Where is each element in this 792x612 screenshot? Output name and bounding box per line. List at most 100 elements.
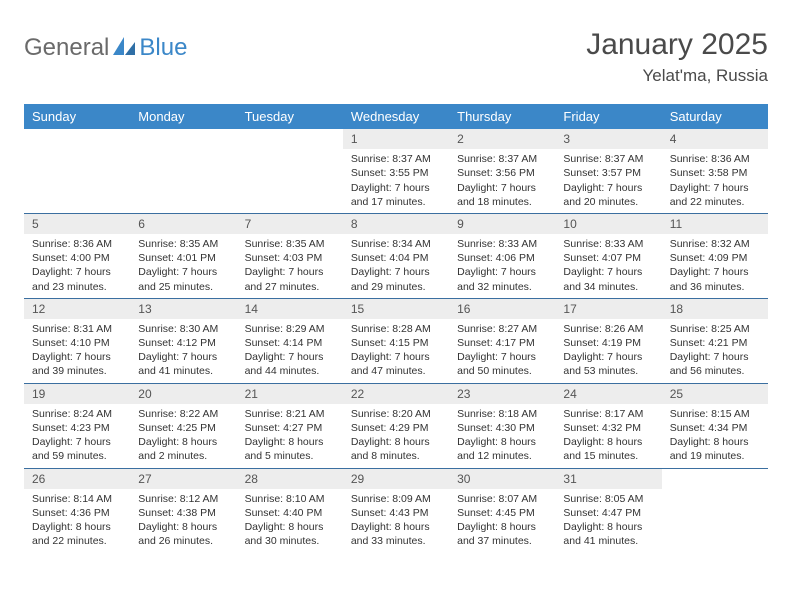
sunrise-text: Sunrise: 8:31 AM	[32, 322, 122, 336]
day-number-cell: 31	[555, 468, 661, 489]
daylight-text-2: and 2 minutes.	[138, 449, 228, 463]
day-content-cell: Sunrise: 8:21 AMSunset: 4:27 PMDaylight:…	[237, 404, 343, 468]
day-content-cell: Sunrise: 8:24 AMSunset: 4:23 PMDaylight:…	[24, 404, 130, 468]
title-block: January 2025 Yelat'ma, Russia	[586, 28, 768, 86]
sunrise-text: Sunrise: 8:10 AM	[245, 492, 335, 506]
day-number-cell: 19	[24, 383, 130, 404]
day-number-cell: 15	[343, 298, 449, 319]
calendar-body: 1234 Sunrise: 8:37 AM Sunset: 3:55 PM Dayli…	[24, 129, 768, 552]
day-content-cell: Sunrise: 8:09 AMSunset: 4:43 PMDaylight:…	[343, 489, 449, 553]
day-content-cell: Sunrise: 8:07 AMSunset: 4:45 PMDaylight:…	[449, 489, 555, 553]
day-content-cell: Sunrise: 8:33 AMSunset: 4:07 PMDaylight:…	[555, 234, 661, 298]
day-number-cell: 1	[343, 129, 449, 149]
day-number-row: 1234	[24, 129, 768, 149]
daylight-text-2: and 50 minutes.	[457, 364, 547, 378]
daylight-text-1: Daylight: 7 hours	[32, 435, 122, 449]
month-title: January 2025	[586, 28, 768, 62]
day-number-cell: 26	[24, 468, 130, 489]
day-content-cell: Sunrise: 8:14 AMSunset: 4:36 PMDaylight:…	[24, 489, 130, 553]
sunrise-text: Sunrise: 8:21 AM	[245, 407, 335, 421]
day-header-row: Sunday Monday Tuesday Wednesday Thursday…	[24, 104, 768, 129]
sunset-text: Sunset: 4:03 PM	[245, 251, 335, 265]
sunset-text: Sunset: 3:55 PM	[351, 166, 441, 180]
daylight-text-1: Daylight: 7 hours	[670, 350, 760, 364]
day-number-cell	[662, 468, 768, 489]
daylight-text-1: Daylight: 7 hours	[563, 181, 653, 195]
daylight-text-2: and 20 minutes.	[563, 195, 653, 209]
day-number-cell: 14	[237, 298, 343, 319]
day-number-cell: 23	[449, 383, 555, 404]
sunset-text: Sunset: 4:12 PM	[138, 336, 228, 350]
daylight-text-1: Daylight: 7 hours	[32, 350, 122, 364]
day-number-cell: 29	[343, 468, 449, 489]
day-content-row: Sunrise: 8:24 AMSunset: 4:23 PMDaylight:…	[24, 404, 768, 468]
day-content-row: Sunrise: 8:36 AMSunset: 4:00 PMDaylight:…	[24, 234, 768, 298]
daylight-text-2: and 23 minutes.	[32, 280, 122, 294]
sunrise-text: Sunrise: 8:09 AM	[351, 492, 441, 506]
sunrise-text: Sunrise: 8:30 AM	[138, 322, 228, 336]
sunset-text: Sunset: 4:43 PM	[351, 506, 441, 520]
day-number-cell: 3	[555, 129, 661, 149]
daylight-text-1: Daylight: 8 hours	[245, 520, 335, 534]
sunrise-text: Sunrise: 8:35 AM	[245, 237, 335, 251]
sunrise-text: Sunrise: 8:15 AM	[670, 407, 760, 421]
daylight-text-1: Daylight: 8 hours	[245, 435, 335, 449]
day-content-row: Sunrise: 8:14 AMSunset: 4:36 PMDaylight:…	[24, 489, 768, 553]
daylight-text-2: and 59 minutes.	[32, 449, 122, 463]
daylight-text-2: and 44 minutes.	[245, 364, 335, 378]
day-header: Sunday	[24, 104, 130, 129]
daylight-text-1: Daylight: 8 hours	[457, 520, 547, 534]
day-number-cell	[130, 129, 236, 149]
day-content-cell	[24, 149, 130, 213]
sunrise-text: Sunrise: 8:34 AM	[351, 237, 441, 251]
sunrise-text: Sunrise: 8:12 AM	[138, 492, 228, 506]
day-number-cell: 9	[449, 213, 555, 234]
sunset-text: Sunset: 4:19 PM	[563, 336, 653, 350]
sunrise-text: Sunrise: 8:17 AM	[563, 407, 653, 421]
sunrise-text: Sunrise: 8:25 AM	[670, 322, 760, 336]
day-content-cell: Sunrise: 8:32 AMSunset: 4:09 PMDaylight:…	[662, 234, 768, 298]
day-number-cell: 25	[662, 383, 768, 404]
day-number-cell: 24	[555, 383, 661, 404]
day-content-row: Sunrise: 8:31 AMSunset: 4:10 PMDaylight:…	[24, 319, 768, 383]
sunset-text: Sunset: 3:58 PM	[670, 166, 760, 180]
daylight-text-1: Daylight: 8 hours	[351, 520, 441, 534]
day-content-cell: Sunrise: 8:30 AMSunset: 4:12 PMDaylight:…	[130, 319, 236, 383]
sunset-text: Sunset: 4:07 PM	[563, 251, 653, 265]
day-number-row: 262728293031	[24, 468, 768, 489]
day-number-cell: 10	[555, 213, 661, 234]
location: Yelat'ma, Russia	[586, 66, 768, 86]
sunset-text: Sunset: 4:14 PM	[245, 336, 335, 350]
day-content-cell: Sunrise: 8:05 AMSunset: 4:47 PMDaylight:…	[555, 489, 661, 553]
daylight-text-2: and 53 minutes.	[563, 364, 653, 378]
daylight-text-2: and 29 minutes.	[351, 280, 441, 294]
day-number-cell: 20	[130, 383, 236, 404]
daylight-text-2: and 32 minutes.	[457, 280, 547, 294]
daylight-text-1: Daylight: 8 hours	[138, 435, 228, 449]
logo: General Blue	[24, 28, 187, 62]
day-number-row: 567891011	[24, 213, 768, 234]
daylight-text-2: and 27 minutes.	[245, 280, 335, 294]
day-content-cell: Sunrise: 8:27 AMSunset: 4:17 PMDaylight:…	[449, 319, 555, 383]
sunrise-text: Sunrise: 8:37 AM	[563, 152, 653, 166]
day-content-cell: Sunrise: 8:15 AMSunset: 4:34 PMDaylight:…	[662, 404, 768, 468]
daylight-text-1: Daylight: 7 hours	[245, 265, 335, 279]
sunset-text: Sunset: 4:04 PM	[351, 251, 441, 265]
day-number-cell: 21	[237, 383, 343, 404]
day-header: Monday	[130, 104, 236, 129]
sunset-text: Sunset: 4:30 PM	[457, 421, 547, 435]
daylight-text-1: Daylight: 7 hours	[670, 181, 760, 195]
day-content-cell: Sunrise: 8:26 AMSunset: 4:19 PMDaylight:…	[555, 319, 661, 383]
logo-text-blue: Blue	[139, 34, 187, 62]
sunrise-text: Sunrise: 8:29 AM	[245, 322, 335, 336]
day-number-cell: 28	[237, 468, 343, 489]
sunrise-text: Sunrise: 8:18 AM	[457, 407, 547, 421]
daylight-text-1: Daylight: 7 hours	[351, 265, 441, 279]
sunset-text: Sunset: 4:36 PM	[32, 506, 122, 520]
sunrise-text: Sunrise: 8:32 AM	[670, 237, 760, 251]
sunrise-text: Sunrise: 8:37 AM	[457, 152, 547, 166]
sunset-text: Sunset: 4:17 PM	[457, 336, 547, 350]
daylight-text-1: Daylight: 8 hours	[32, 520, 122, 534]
day-content-cell	[130, 149, 236, 213]
day-content-cell: Sunrise: 8:28 AMSunset: 4:15 PMDaylight:…	[343, 319, 449, 383]
